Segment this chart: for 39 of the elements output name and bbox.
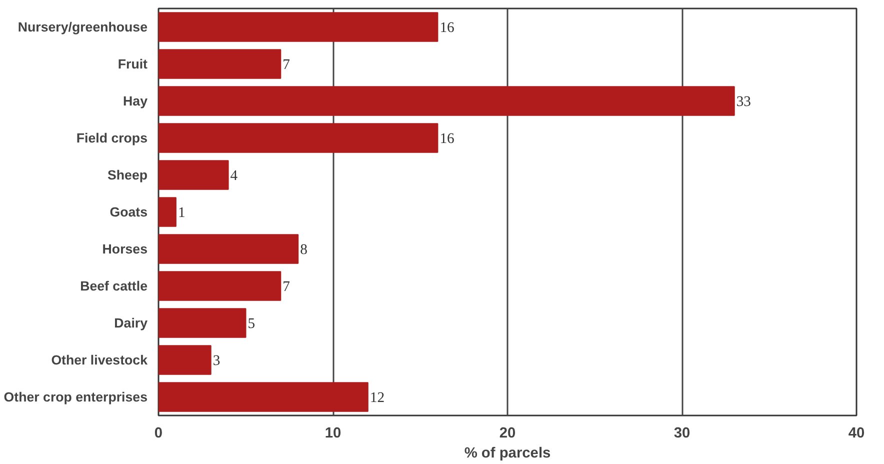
x-tick-label: 0 [154, 426, 163, 442]
x-tick-label: 30 [674, 426, 690, 442]
data-label: 16 [440, 131, 454, 147]
bar [158, 234, 299, 264]
y-tick-label: Other livestock [51, 352, 148, 368]
data-label: 12 [370, 390, 385, 406]
bar [158, 86, 735, 116]
bar [158, 160, 229, 190]
y-tick-label: Beef cattle [80, 278, 148, 294]
data-label: 8 [300, 242, 308, 258]
data-label: 7 [282, 57, 290, 73]
data-label: 1 [178, 205, 186, 221]
bar [158, 49, 282, 79]
bar [158, 12, 438, 42]
y-tick-label: Goats [110, 204, 148, 220]
bar [158, 197, 176, 227]
y-tick-label: Fruit [118, 56, 148, 72]
data-label: 4 [230, 168, 238, 184]
y-tick-label: Sheep [108, 168, 148, 182]
data-label: 5 [248, 316, 256, 332]
bar [158, 271, 282, 301]
bar [158, 345, 212, 375]
bar [158, 382, 368, 412]
y-tick-label: Hay [123, 94, 148, 108]
y-tick-label: Nursery/greenhouse [18, 20, 148, 34]
x-tick-label: 40 [848, 426, 865, 442]
x-tick-label: 10 [324, 426, 342, 442]
x-axis-title: % of parcels [464, 446, 551, 462]
data-label: 16 [440, 20, 454, 36]
y-tick-label: Dairy [114, 316, 148, 330]
x-tick-label: 20 [499, 426, 516, 442]
y-tick-label: Horses [102, 242, 148, 256]
bar [158, 123, 438, 153]
data-label: 3 [212, 353, 220, 369]
data-label: 7 [282, 279, 290, 295]
data-label: 33 [736, 94, 752, 110]
y-tick-label: Other crop enterprises [4, 390, 148, 404]
y-tick-label: Field crops [76, 130, 148, 146]
bar [158, 308, 246, 338]
